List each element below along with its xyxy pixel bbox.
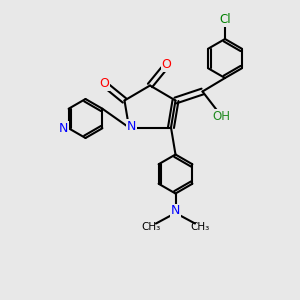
Text: O: O bbox=[100, 77, 109, 90]
Text: CH₃: CH₃ bbox=[142, 222, 161, 232]
Text: O: O bbox=[162, 58, 171, 71]
Text: N: N bbox=[127, 119, 136, 133]
Text: Cl: Cl bbox=[219, 13, 231, 26]
Text: OH: OH bbox=[212, 110, 230, 123]
Text: N: N bbox=[171, 204, 180, 218]
Text: N: N bbox=[58, 122, 68, 135]
Text: CH₃: CH₃ bbox=[190, 222, 209, 232]
